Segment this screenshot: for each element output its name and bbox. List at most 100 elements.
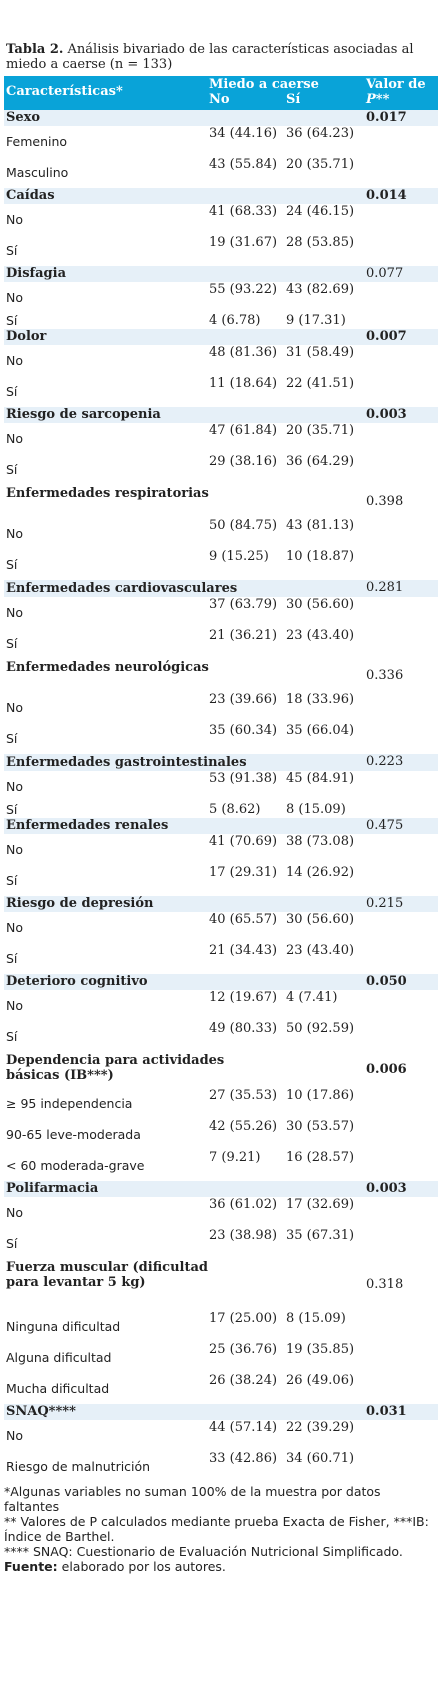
cell-si: 10 (18.87) [286,549,355,564]
category-row: Enfermedades respiratorias 0.398 [4,485,438,518]
note-2: ** Valores de P calculados mediante prue… [4,1514,429,1544]
p-value: 0.318 [366,1277,404,1292]
cell-no: 40 (65.57) [209,912,278,927]
row-label: Riesgo de malnutrición [6,1459,151,1474]
row-label: < 60 moderada-grave [6,1158,145,1173]
cell-si: 45 (84.91) [286,771,355,786]
cell-no: 43 (55.84) [209,157,278,172]
table-row: No 53 (91.38) 45 (84.91) [4,771,438,802]
header-si: Sí [286,92,301,107]
cell-si: 24 (46.15) [286,204,355,219]
table-row: Femenino 34 (44.16) 36 (64.23) [4,126,438,157]
row-label: Sí [6,1236,18,1251]
category-label: SNAQ**** [6,1404,76,1419]
cell-no: 48 (81.36) [209,345,278,360]
p-value: 0.215 [366,896,404,911]
category-row: Dependencia para actividades básicas (IB… [4,1052,438,1088]
cell-si: 22 (39.29) [286,1420,355,1435]
row-label: Sí [6,243,18,258]
category-label: Enfermedades neurológicas [6,660,209,675]
category-label: Disfagia [6,266,66,281]
p-value: 0.017 [366,110,407,125]
cell-no: 35 (60.34) [209,723,278,738]
cell-si: 4 (7.41) [286,990,338,1005]
category-label: Deterioro cognitivo [6,974,148,989]
table-row: Sí 4 (6.78) 9 (17.31) [4,313,438,329]
cell-no: 53 (91.38) [209,771,278,786]
row-label: No [6,353,23,368]
caption-prefix: Tabla 2. [6,42,64,57]
cell-si: 16 (28.57) [286,1150,355,1165]
row-label: No [6,1428,23,1443]
table-row: Alguna dificultad 25 (36.76) 19 (35.85) [4,1342,438,1373]
category-row: Dolor 0.007 [4,329,438,345]
category-row: SNAQ**** 0.031 [4,1404,438,1420]
row-label: No [6,779,23,794]
cell-no: 33 (42.86) [209,1451,278,1466]
cell-no: 17 (29.31) [209,865,278,880]
table-row: Sí 19 (31.67) 28 (53.85) [4,235,438,266]
category-label: Dependencia para actividades básicas (IB… [6,1053,225,1083]
cell-si: 30 (56.60) [286,597,355,612]
header-group-fear-of-falling: Miedo a caerse [209,77,319,92]
p-value: 0.003 [366,407,407,422]
cell-si: 35 (66.04) [286,723,355,738]
cell-si: 26 (49.06) [286,1373,355,1388]
header-p-value: Valor de [366,77,426,92]
cell-si: 23 (43.40) [286,943,355,958]
row-label: No [6,700,23,715]
cell-no: 4 (6.78) [209,313,261,328]
cell-no: 21 (34.43) [209,943,278,958]
table-row: No 37 (63.79) 30 (56.60) [4,597,438,628]
cell-no: 12 (19.67) [209,990,278,1005]
row-label: No [6,1205,23,1220]
header-characteristics: Características* [6,84,123,99]
row-label: No [6,212,23,227]
row-label: Ninguna dificultad [6,1319,121,1334]
row-label: Femenino [6,134,68,149]
table-row: < 60 moderada-grave 7 (9.21) 16 (28.57) [4,1150,438,1181]
cell-si: 20 (35.71) [286,157,355,172]
category-row: Fuerza muscular (dificultad para levanta… [4,1259,438,1311]
cell-no: 21 (36.21) [209,628,278,643]
category-label: Enfermedades gastrointestinales [6,755,247,770]
row-label: ≥ 95 independencia [6,1096,133,1111]
category-row: Enfermedades gastrointestinales 0.223 [4,754,438,771]
table-row: Masculino 43 (55.84) 20 (35.71) [4,157,438,188]
table-row: 90-65 leve-moderada 42 (55.26) 30 (53.57) [4,1119,438,1150]
table-row: No 36 (61.02) 17 (32.69) [4,1197,438,1228]
cell-si: 38 (73.08) [286,834,355,849]
table-row: Sí 21 (36.21) 23 (43.40) [4,628,438,659]
category-row: Riesgo de depresión 0.215 [4,896,438,912]
category-row: Polifarmacia 0.003 [4,1181,438,1197]
cell-si: 10 (17.86) [286,1088,355,1103]
row-label: No [6,605,23,620]
table-row: No 44 (57.14) 22 (39.29) [4,1420,438,1451]
caption-text: Análisis bivariado de las característica… [6,42,414,72]
table-notes: *Algunas variables no suman 100% de la m… [4,1484,434,1574]
table-row: No 41 (70.69) 38 (73.08) [4,834,438,865]
table-row: Ninguna dificultad 17 (25.00) 8 (15.09) [4,1311,438,1342]
source-label: Fuente: [4,1559,58,1574]
table-row: No 48 (81.36) 31 (58.49) [4,345,438,376]
category-label: Polifarmacia [6,1181,99,1196]
note-3: **** SNAQ: Cuestionario de Evaluación Nu… [4,1544,403,1559]
row-label: No [6,842,23,857]
row-label: Sí [6,462,18,477]
p-value: 0.006 [366,1062,407,1077]
row-label: Sí [6,384,18,399]
cell-no: 41 (68.33) [209,204,278,219]
p-value: 0.281 [366,580,404,595]
p-value: 0.223 [366,754,404,769]
p-value: 0.014 [366,188,407,203]
cell-si: 36 (64.23) [286,126,355,141]
cell-no: 17 (25.00) [209,1311,278,1326]
cell-si: 31 (58.49) [286,345,355,360]
row-label: Sí [6,636,18,651]
cell-si: 43 (81.13) [286,518,355,533]
cell-si: 8 (15.09) [286,802,346,817]
cell-no: 11 (18.64) [209,376,278,391]
cell-si: 35 (67.31) [286,1228,355,1243]
p-value: 0.077 [366,266,404,281]
row-label: Mucha dificultad [6,1381,110,1396]
